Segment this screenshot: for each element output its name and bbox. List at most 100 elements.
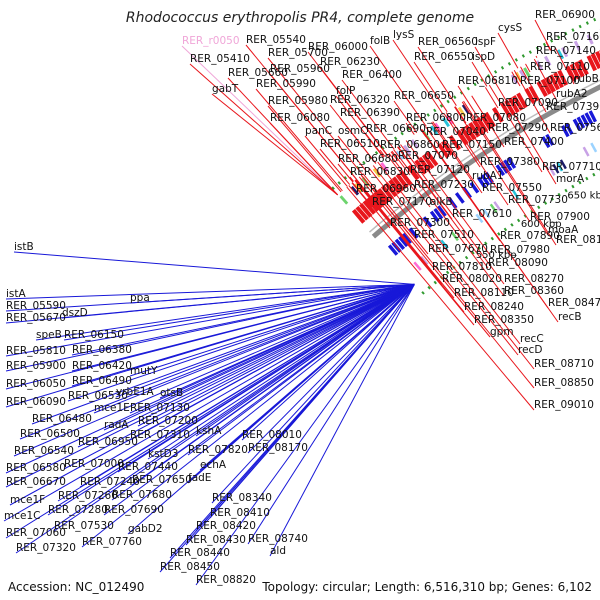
leader-line [471,95,505,148]
gene-label: RER_07150 [442,139,502,151]
gene-label: mutY [130,365,158,377]
feature-category-block [561,47,569,58]
leader-line [211,284,415,504]
leader-line [5,283,415,408]
gene-label: RER_07230 [414,179,474,191]
leader-line [362,173,429,255]
forward-gene-block [557,69,569,86]
forward-gene-block [528,85,540,102]
gene-label: RER_07310 [130,429,190,441]
leader-line [247,284,415,545]
gene-label: RER_05900 [6,360,66,372]
reverse-gene-block [480,174,491,186]
leader-line [525,63,531,73]
gene-label: RER_06810 [458,75,518,87]
gene-label: gabD2 [128,523,163,535]
reverse-gene-block [477,176,487,189]
gene-label: RER_07390 [546,101,600,113]
leader-line [534,19,552,51]
reverse-gene-block [469,181,480,194]
leader-line [57,283,415,502]
leader-line [5,283,415,300]
leader-line [269,73,357,180]
gene-label: radA [104,419,129,431]
leader-line [465,98,489,134]
gene-label: RER_07280 [48,504,108,516]
leader-line [9,283,415,506]
leader-line [31,283,415,425]
leader-line [463,100,557,246]
leader-line [81,284,415,548]
feature-category-block [403,144,412,155]
leader-line [335,95,384,158]
forward-gene-block [362,199,377,215]
gene-label: RER_05700 [268,47,328,59]
forward-gene-block [491,106,504,123]
gene-label: RER_07760 [82,536,142,548]
gene-label: RER_07610 [452,208,512,220]
reverse-gene-block [560,125,570,138]
gene-label: RER_07530 [54,520,114,532]
reverse-gene-block [584,112,594,125]
reverse-gene-block [564,122,574,135]
accession-label: Accession: NC_012490 [8,580,145,594]
leader-line [369,168,519,356]
gene-label: rubA1 [472,170,504,182]
leader-line [393,100,418,134]
forward-gene-block [594,50,600,64]
gene-label: RER_07170 [372,196,432,208]
gene-label: RER_07200 [138,415,198,427]
leader-line [413,61,448,113]
forward-gene-block [511,94,524,111]
leader-line [348,185,357,195]
gene-label: dszD [62,307,88,319]
forward-gene-block [569,63,581,80]
gene-label: RER_07260 [58,490,118,502]
feature-category-block [339,195,349,205]
feature-category-block [556,161,564,172]
leader-line [513,70,551,134]
leader-line [346,186,535,411]
gene-label: RER_06000 [308,41,368,53]
gene-label: alkB [430,196,453,208]
leader-line [351,182,391,229]
gene-label: gabT [212,83,239,95]
gene-label: mce1F [10,494,45,506]
reverse-gene-block [506,156,517,169]
leader-line [369,45,427,127]
reverse-gene-block [545,133,555,146]
leader-line [494,81,557,185]
leader-line [137,283,415,427]
forward-gene-block [476,116,489,133]
gene-label: ispF [475,36,496,48]
forward-gene-block [578,59,589,76]
feature-category-block [511,188,519,199]
gene-label: RER_07440 [118,461,178,473]
feature-category-block [544,55,552,66]
forward-gene-block [355,205,369,221]
forward-gene-block [553,72,564,89]
gene-label: RER_08010 [242,429,302,441]
feature-category-block [552,163,560,174]
gene-label: RER_08740 [248,533,308,545]
gene-label: recD [518,344,542,356]
gene-label: RER_06960 [356,183,416,195]
gene-label: moaA [548,224,579,236]
leader-line [127,284,415,535]
gene-label: istB [14,241,34,253]
reverse-gene-block [541,136,551,149]
leader-line [405,140,491,256]
leader-line [67,283,415,402]
leader-line [159,284,415,573]
leader-line [255,88,343,192]
feature-category-block [380,162,389,172]
gene-label: rubA2 [556,88,588,100]
gene-label: RER_08090 [488,257,548,269]
gene-label: gpm [490,326,514,338]
gene-label: RER_06420 [72,360,132,372]
gene-label: RER_06650 [394,90,454,102]
kbp-tick-label: 600 kbp [521,219,562,230]
leader-line [267,105,342,193]
forward-gene-block [586,55,598,72]
